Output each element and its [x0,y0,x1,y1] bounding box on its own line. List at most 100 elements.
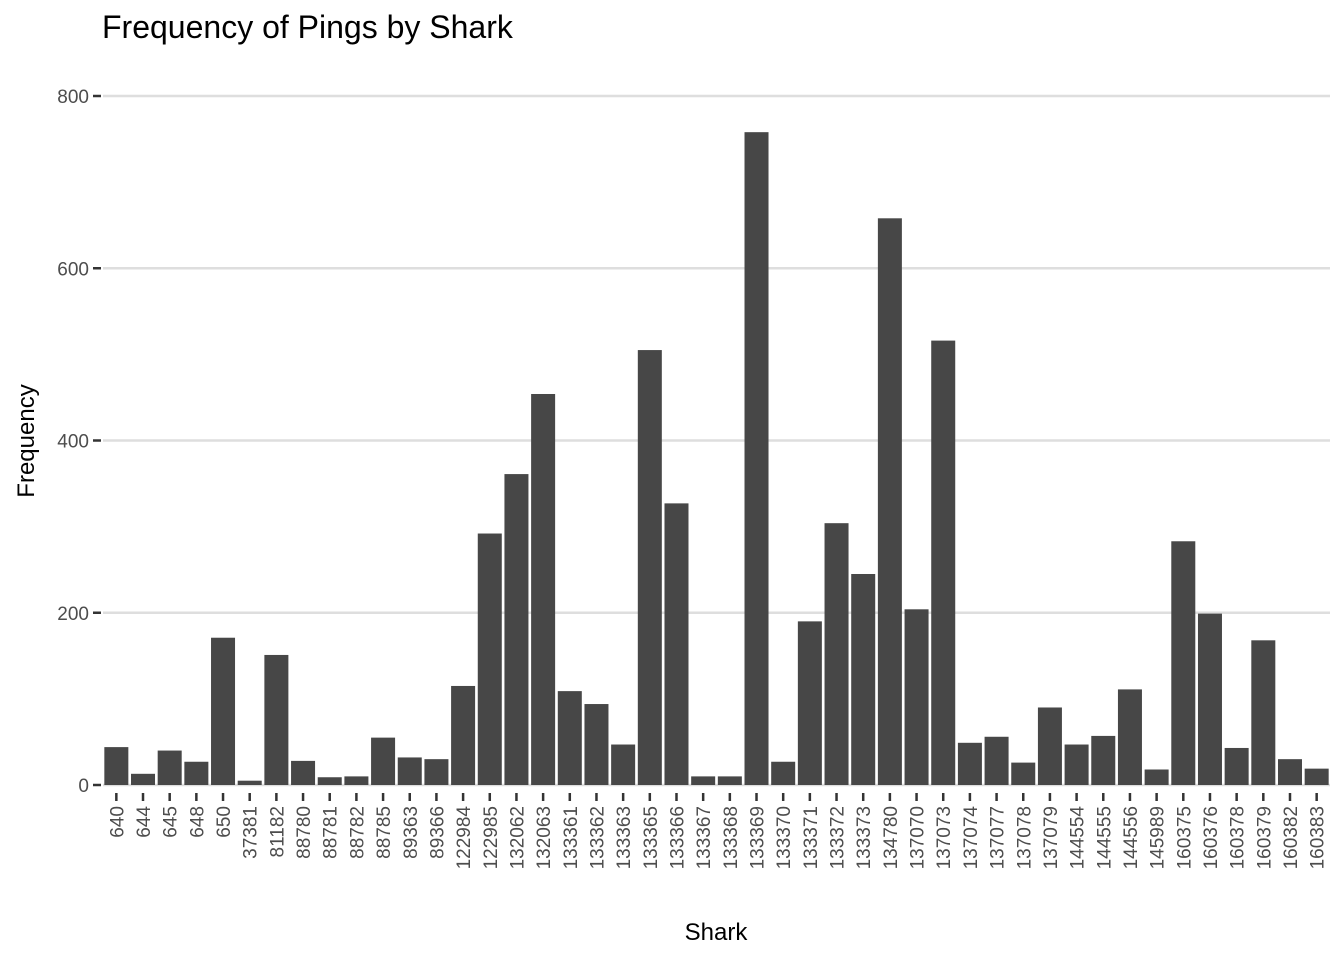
bar [344,776,369,785]
bar [157,750,182,785]
bar [1117,689,1142,785]
x-tick-label: 133370 [774,806,795,869]
x-tick-label: 137070 [908,806,929,869]
x-tick-label: 122985 [481,806,502,869]
bar [504,474,529,785]
bar [397,757,422,785]
x-axis: 640 644 645 648 650 37381 81182 88780 88781 88782… [107,793,1329,870]
bar [824,523,849,785]
bar [131,773,156,785]
bar [1224,747,1249,785]
x-tick-label: 133363 [614,806,635,869]
y-tick-label: 0 [78,776,89,797]
x-tick-label: 122984 [454,806,475,870]
x-tick-label: 89363 [401,806,422,859]
x-tick-label: 648 [187,806,208,838]
bar [637,350,662,785]
x-tick-label: 144554 [1068,806,1089,870]
x-tick-label: 133373 [854,806,875,869]
x-tick-label: 650 [214,806,235,838]
bar [1144,769,1169,785]
bar [984,736,1009,785]
x-tick-label: 137074 [961,806,982,870]
x-tick-label: 137073 [934,806,955,869]
bar [184,761,209,785]
x-tick-label: 640 [107,806,128,838]
x-tick-label: 160378 [1228,806,1249,869]
y-axis: 0 200 400 600 800 [57,87,101,797]
bar [611,744,636,785]
x-tick-label: 89366 [427,806,448,859]
y-tick-label: 600 [57,259,89,280]
x-tick-label: 160375 [1174,806,1195,869]
bar [904,609,929,785]
x-tick-label: 37381 [241,806,262,859]
bar [371,737,396,785]
bar [1011,762,1036,785]
x-tick-label: 132063 [534,806,555,869]
x-tick-label: 137079 [1041,806,1062,869]
bar [584,704,609,785]
bar [1037,707,1062,785]
bar [104,747,129,785]
bar [664,503,689,785]
bar [1277,759,1302,785]
bar [1091,735,1116,785]
x-tick-label: 88785 [374,806,395,859]
bar [1197,613,1222,785]
bar [771,761,796,785]
bar [211,637,236,785]
bar [557,691,582,785]
x-tick-label: 133365 [641,806,662,869]
bar [877,218,902,786]
x-tick-label: 133369 [748,806,769,869]
x-tick-label: 133366 [667,806,688,869]
bar [717,776,742,785]
x-tick-label: 132062 [507,806,528,869]
x-tick-label: 133367 [694,806,715,869]
bar [291,760,316,785]
bar [851,573,876,785]
x-tick-label: 133368 [721,806,742,869]
bar [1304,768,1329,785]
chart-title: Frequency of Pings by Shark [102,9,514,45]
x-tick-label: 133371 [801,806,822,869]
x-tick-label: 134780 [881,806,902,869]
x-tick-label: 88781 [321,806,342,859]
x-tick-label: 144556 [1121,806,1142,869]
bar [317,777,342,785]
x-tick-label: 137077 [988,806,1009,869]
bar [451,685,476,785]
bar [1171,541,1196,785]
x-tick-label: 144555 [1094,806,1115,869]
y-tick-label: 200 [57,604,89,625]
x-tick-label: 88782 [347,806,368,859]
bar [237,780,262,785]
x-tick-label: 160376 [1201,806,1222,869]
bar [691,776,716,785]
bars [104,132,1329,786]
y-tick-label: 400 [57,432,89,453]
x-tick-label: 81182 [267,806,288,857]
x-tick-label: 645 [161,806,182,838]
y-tick-label: 800 [57,87,89,108]
bar [797,621,822,785]
x-tick-label: 145989 [1148,806,1169,869]
x-tick-label: 137078 [1014,806,1035,869]
x-tick-label: 160379 [1254,806,1275,869]
bar [1064,744,1089,785]
bar [931,340,956,785]
bar [477,533,502,785]
bar [531,393,556,785]
x-tick-label: 160382 [1281,806,1302,869]
x-tick-label: 88780 [294,806,315,859]
bar [424,759,449,785]
x-tick-label: 644 [134,806,155,838]
x-axis-title: Shark [685,919,749,946]
bar [264,654,289,785]
x-tick-label: 133372 [828,806,849,869]
x-tick-label: 160383 [1308,806,1329,869]
bar [1251,640,1276,785]
x-tick-label: 133361 [561,806,582,869]
